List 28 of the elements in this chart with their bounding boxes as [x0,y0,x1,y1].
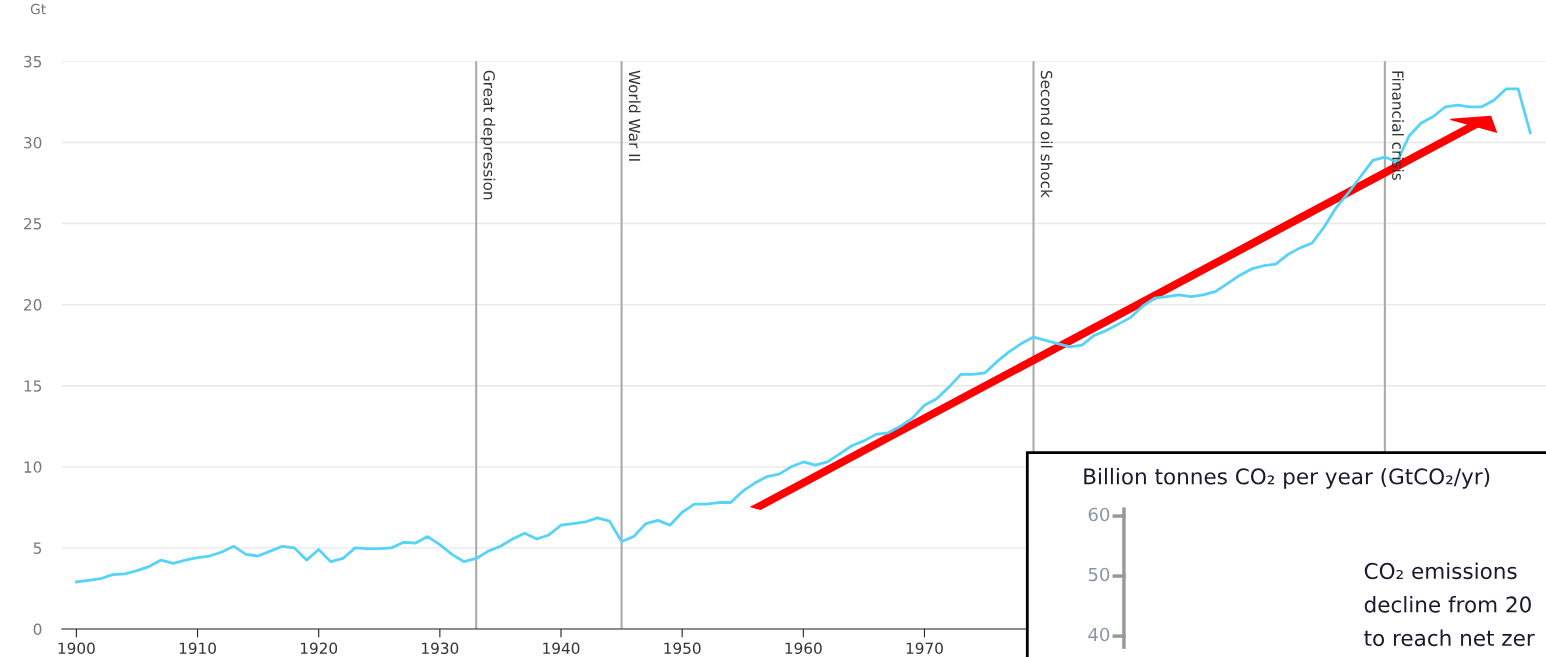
x-tick-label: 1920 [300,642,338,655]
ref-line-label: World War II [628,70,641,161]
annotation: CO₂ emissions [1364,562,1517,580]
text: Billion tonnes CO₂ per year (GtCO₂/yr) [1084,467,1490,489]
annotation: 60 [1088,507,1110,522]
ref-line-label: Second oil shock [1040,70,1053,198]
y-tick-label: 15 [24,380,42,392]
text: to reach net zer [1364,629,1535,647]
annotation: 40 [1088,627,1110,642]
y-tick-label: 25 [24,218,42,230]
y-axis-title: Gt [30,3,46,15]
annotation: decline from 20 [1364,595,1531,613]
ref-line-label: Great depression [480,70,496,200]
y-tick-label: 5 [33,542,42,554]
x-tick-label: 1950 [664,642,701,655]
x-tick-label: 1970 [906,642,943,655]
x-tick-label: 1940 [543,642,580,655]
y-tick-label: 30 [24,136,42,149]
x-tick-label: 1930 [422,642,459,655]
y-tick-label: 0 [33,623,42,636]
y-tick-label: 10 [24,461,42,473]
x-tick-label: 1900 [58,642,95,655]
y-tick-label: 20 [24,299,42,311]
annotation: 50 [1088,567,1110,582]
ref-line-label: Financial crisis [1392,71,1404,180]
x-tick-label: 1910 [179,642,216,655]
y-tick-label: 35 [24,55,42,68]
x-tick-label: 1960 [785,642,822,655]
